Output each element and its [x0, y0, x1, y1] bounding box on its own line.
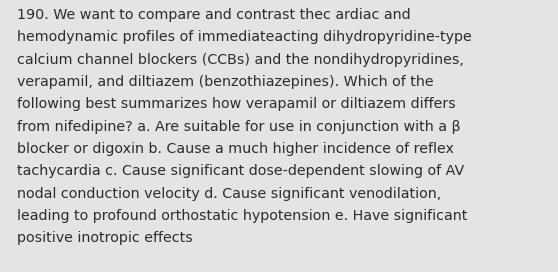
- Text: 190. We want to compare and contrast thec ardiac and: 190. We want to compare and contrast the…: [17, 8, 410, 22]
- Text: nodal conduction velocity d. Cause significant venodilation,: nodal conduction velocity d. Cause signi…: [17, 187, 441, 200]
- Text: leading to profound orthostatic hypotension e. Have significant: leading to profound orthostatic hypotens…: [17, 209, 467, 223]
- Text: verapamil, and diltiazem (benzothiazepines). Which of the: verapamil, and diltiazem (benzothiazepin…: [17, 75, 434, 89]
- Text: hemodynamic profiles of immediateacting dihydropyridine-type: hemodynamic profiles of immediateacting …: [17, 30, 472, 44]
- Text: calcium channel blockers (CCBs) and the nondihydropyridines,: calcium channel blockers (CCBs) and the …: [17, 53, 464, 67]
- Text: positive inotropic effects: positive inotropic effects: [17, 231, 193, 245]
- Text: following best summarizes how verapamil or diltiazem differs: following best summarizes how verapamil …: [17, 97, 455, 111]
- Text: from nifedipine? a. Are suitable for use in conjunction with a β: from nifedipine? a. Are suitable for use…: [17, 120, 460, 134]
- Text: blocker or digoxin b. Cause a much higher incidence of reflex: blocker or digoxin b. Cause a much highe…: [17, 142, 454, 156]
- Text: tachycardia c. Cause significant dose-dependent slowing of AV: tachycardia c. Cause significant dose-de…: [17, 164, 464, 178]
